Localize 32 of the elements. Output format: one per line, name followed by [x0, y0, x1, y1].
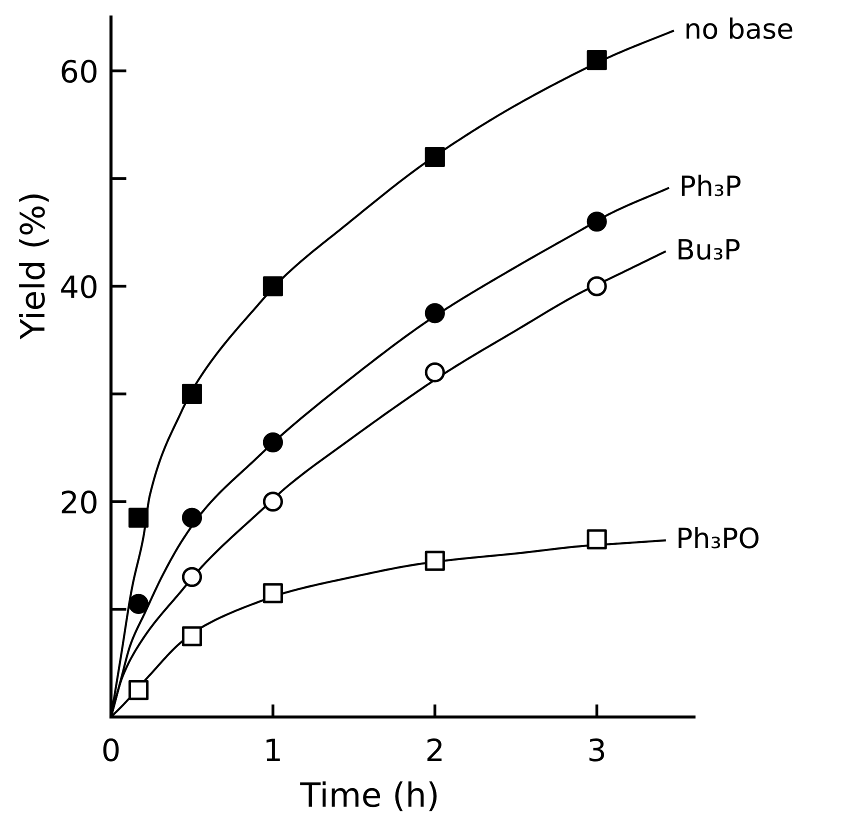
point — [182, 566, 202, 588]
y-axis-title: Yield (%) — [19, 194, 49, 340]
y-tick-label: 20 — [62, 490, 96, 514]
point — [262, 492, 283, 512]
series-label: Ph₃P — [682, 174, 740, 196]
series-label: Bu₃P — [678, 239, 740, 260]
x-tick-label: 1 — [266, 738, 280, 762]
point — [128, 508, 149, 528]
y-tick-label: 60 — [62, 60, 96, 83]
point — [128, 594, 149, 614]
point — [424, 146, 445, 168]
point — [424, 362, 445, 382]
point — [586, 529, 607, 550]
x-axis-title: Time (h) — [300, 781, 437, 812]
point — [182, 626, 202, 646]
point — [424, 550, 445, 571]
x-tick-label: 2 — [427, 738, 442, 762]
point — [586, 50, 607, 70]
point — [586, 276, 607, 296]
y-tick-label: 40 — [61, 275, 96, 298]
point — [262, 276, 283, 296]
point — [128, 680, 149, 700]
point — [424, 303, 445, 324]
x-tick-label: 0 — [103, 738, 119, 762]
point — [262, 432, 283, 452]
series-label: Ph₃PO — [678, 526, 759, 548]
point — [182, 508, 202, 528]
x-tick-label: 3 — [589, 738, 604, 762]
point — [182, 384, 202, 404]
point — [262, 583, 283, 604]
point — [586, 212, 607, 232]
series-label: no base — [686, 18, 792, 40]
